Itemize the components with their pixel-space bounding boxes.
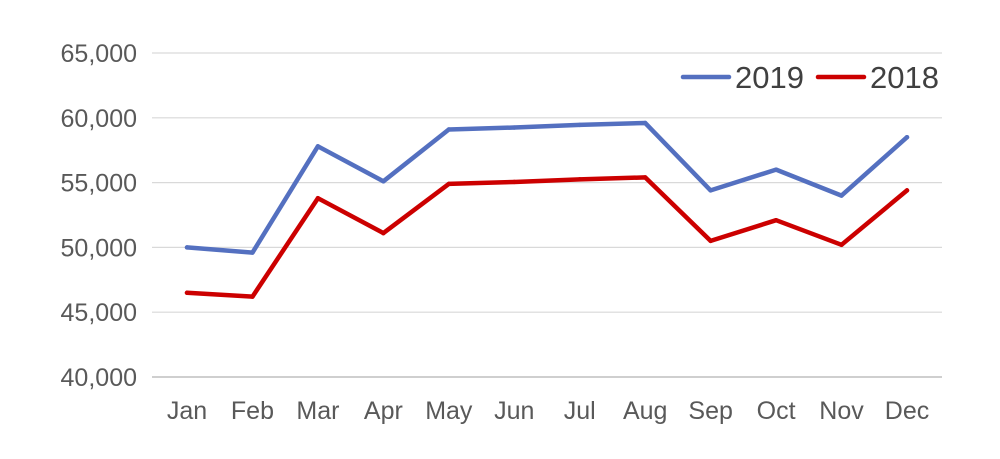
data-point-2018 — [773, 217, 779, 223]
data-point-2019 — [381, 179, 386, 184]
data-point-2018 — [250, 294, 255, 299]
x-tick-label: Aug — [623, 397, 667, 425]
data-point-2018 — [839, 242, 844, 248]
data-point-2018 — [642, 175, 648, 180]
data-point-2018 — [577, 177, 582, 182]
series-line-2018 — [184, 175, 910, 299]
y-tick-label: 60,000 — [61, 105, 137, 133]
data-point-2019 — [904, 135, 910, 140]
x-tick-label: Jul — [564, 397, 596, 425]
y-tick-label: 40,000 — [61, 364, 137, 392]
data-point-2019 — [577, 122, 582, 128]
x-tick-label: Mar — [296, 397, 339, 425]
data-point-2018 — [446, 181, 452, 187]
legend: 2019 2018 — [680, 60, 939, 95]
data-point-2018 — [708, 238, 713, 244]
data-point-2019 — [184, 245, 190, 250]
y-tick-label: 65,000 — [61, 40, 137, 68]
data-point-2019 — [708, 188, 713, 193]
x-tick-label: Jun — [494, 397, 534, 425]
y-tick-label: 45,000 — [61, 299, 137, 327]
x-tick-label: Jan — [167, 397, 207, 425]
data-point-2019 — [446, 127, 452, 132]
legend-label: 2019 — [735, 60, 804, 95]
y-tick-label: 55,000 — [61, 170, 137, 198]
data-point-2019 — [250, 250, 255, 255]
x-tick-label: Nov — [819, 397, 864, 425]
data-point-2019 — [773, 167, 779, 172]
x-tick-label: Oct — [757, 397, 796, 425]
series-lines — [184, 120, 910, 299]
data-point-2019 — [512, 125, 517, 130]
gridlines — [152, 52, 942, 378]
series-line-2019 — [184, 120, 910, 255]
x-tick-label: May — [425, 397, 473, 425]
data-point-2019 — [315, 144, 321, 149]
x-tick-label: Sep — [688, 397, 732, 425]
x-axis: Jan Feb Mar Apr May Jun Jul Aug Sep Oct Nov Dec — [167, 397, 929, 425]
data-point-2018 — [381, 230, 386, 236]
data-point-2018 — [315, 195, 321, 201]
y-axis: 40,000 45,000 50,000 55,000 60,000 65,000 — [61, 40, 137, 392]
data-point-2019 — [839, 193, 844, 198]
data-point-2018 — [184, 290, 190, 295]
data-point-2018 — [904, 188, 910, 193]
x-tick-label: Feb — [231, 397, 274, 425]
data-point-2018 — [512, 179, 517, 185]
x-tick-label: Dec — [885, 397, 929, 425]
data-point-2019 — [642, 120, 648, 126]
legend-label: 2018 — [870, 60, 939, 95]
y-tick-label: 50,000 — [61, 234, 137, 262]
x-tick-label: Apr — [364, 397, 403, 425]
